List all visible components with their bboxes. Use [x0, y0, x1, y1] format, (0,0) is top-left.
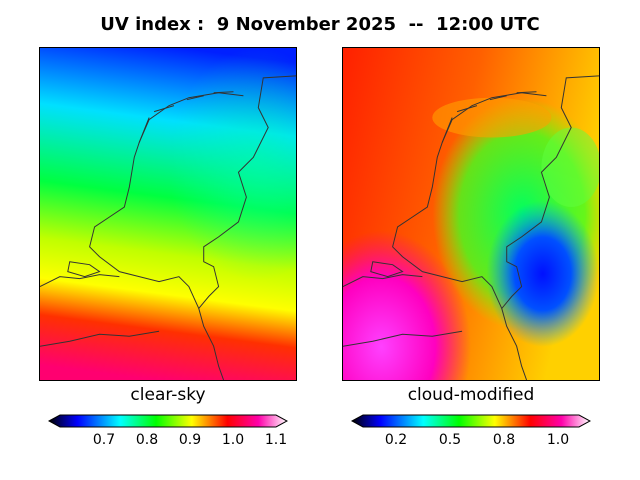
clear-sky-label: clear-sky	[130, 385, 206, 405]
tick-label: 0.7	[92, 432, 116, 448]
tick-label: 0.2	[384, 432, 408, 448]
tick-label: 1.0	[221, 432, 245, 448]
tick-label: 0.8	[492, 432, 516, 448]
tick-label: 0.8	[135, 432, 159, 448]
tick-label: 0.9	[178, 432, 202, 448]
map-title: UV index : 9 November 2025 -- 12:00 UTC	[100, 14, 540, 35]
cloud-modified-colorbar	[351, 414, 591, 428]
tick-label: 1.1	[264, 432, 288, 448]
clear-sky-colorbar	[48, 414, 288, 428]
clear-sky-field	[40, 48, 296, 380]
clear-sky-map	[39, 47, 297, 381]
tick-label: 1.0	[546, 432, 570, 448]
cloud-modified-field	[343, 48, 599, 380]
coastline-right	[343, 75, 599, 380]
tick-label: 0.5	[438, 432, 462, 448]
cloud-modified-label: cloud-modified	[407, 385, 535, 405]
coastline-left	[40, 75, 296, 380]
cloud-modified-map	[342, 47, 600, 381]
